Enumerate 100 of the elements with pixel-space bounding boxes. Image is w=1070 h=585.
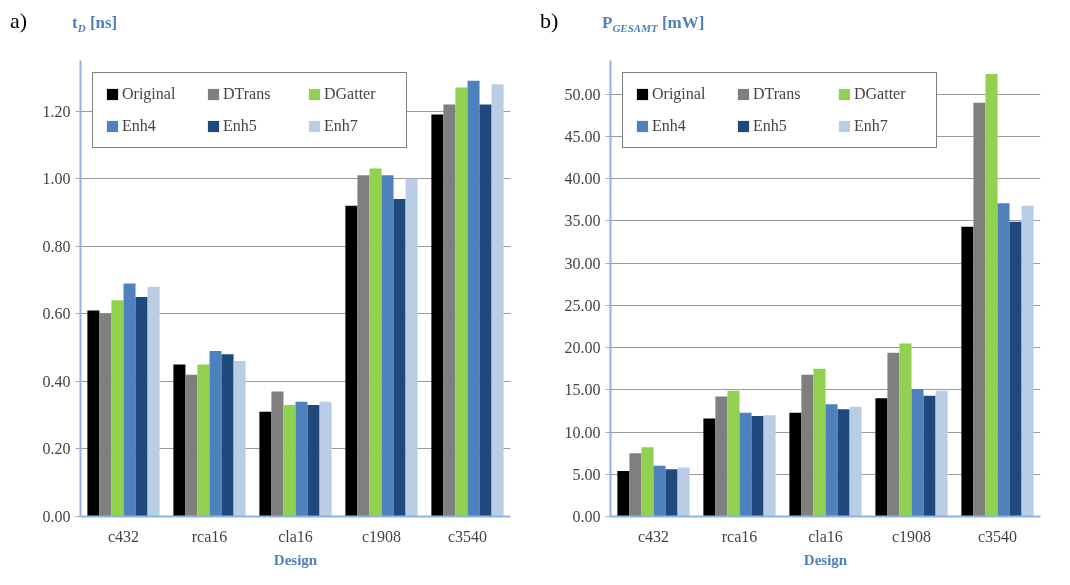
bar (899, 343, 912, 517)
legend-label: Enh4 (652, 117, 687, 135)
bar (911, 388, 924, 517)
bar (923, 395, 936, 517)
x-tick-label: rca16 (191, 527, 228, 545)
bar (185, 374, 198, 517)
y-axis-title: P$_{GESAMT}$ [mW] (602, 13, 705, 35)
y-tick-label: 1.00 (42, 170, 71, 188)
bar (173, 364, 186, 517)
y-tick-label: 0.60 (42, 305, 71, 323)
y-tick-label: 45.00 (564, 128, 601, 145)
y-tick-label: 40.00 (564, 170, 601, 188)
bar (641, 447, 654, 517)
bar (147, 286, 160, 517)
bar (887, 352, 900, 517)
y-axis-title: t$_{D}$ [ns] (72, 13, 118, 35)
legend-label: Original (652, 85, 707, 103)
chart-title: b) (540, 7, 560, 35)
bar (801, 374, 814, 517)
x-tick-label: cla16 (808, 527, 843, 545)
bar (727, 390, 740, 517)
legend-label: DGatter (854, 85, 907, 103)
y-tick-label: 0.00 (42, 508, 71, 525)
legend-label: DGatter (324, 85, 377, 103)
bar (985, 74, 998, 517)
bar (665, 469, 678, 517)
y-tick-label: 0.40 (42, 372, 71, 390)
bar (813, 368, 826, 517)
legend-label: Original (122, 85, 177, 103)
y-tick-label: 25.00 (564, 296, 601, 314)
bar (259, 411, 272, 517)
y-tick-label: 15.00 (564, 381, 601, 399)
x-axis-title: Design (803, 551, 848, 568)
legend-label: DTrans (753, 85, 802, 103)
bar (467, 80, 480, 517)
x-axis-title: Design (273, 551, 318, 568)
bar (491, 84, 504, 517)
bar (283, 405, 296, 517)
bar (1021, 205, 1034, 517)
y-tick-label: 0.20 (42, 440, 71, 458)
bar (935, 390, 948, 517)
bar (629, 453, 642, 517)
bar (997, 203, 1010, 517)
x-tick-label: c432 (107, 527, 140, 545)
bar (849, 406, 862, 517)
bar (961, 226, 974, 517)
bar (233, 361, 246, 517)
legend-label: Enh5 (753, 117, 788, 135)
y-tick-label: 35.00 (564, 212, 601, 230)
bar (825, 404, 838, 517)
bar (319, 401, 332, 517)
y-tick-label: 30.00 (564, 254, 601, 272)
legend-label: DTrans (223, 85, 272, 103)
x-tick-label: c3540 (977, 527, 1018, 545)
bar (271, 391, 284, 517)
bar (617, 470, 630, 517)
y-tick-label: 20.00 (564, 339, 601, 357)
x-tick-label: rca16 (721, 527, 758, 545)
bar (443, 104, 456, 517)
chart-title: a) (10, 7, 29, 35)
x-tick-label: cla16 (278, 527, 313, 545)
bar (357, 175, 370, 517)
legend-label: Enh4 (122, 117, 157, 135)
bar (307, 405, 320, 517)
bar (405, 178, 418, 517)
bar (123, 283, 136, 517)
bar (479, 104, 492, 517)
bar (677, 467, 690, 517)
y-tick-label: 0.80 (42, 237, 71, 255)
bar (295, 401, 308, 517)
legend-label: Enh5 (223, 117, 258, 135)
bar (345, 205, 358, 517)
bar (751, 416, 764, 517)
bar (87, 310, 100, 517)
bar (703, 418, 716, 517)
legend-label: Enh7 (324, 117, 359, 135)
bar (431, 114, 444, 517)
bar (739, 412, 752, 517)
bar (875, 398, 888, 517)
x-tick-label: c432 (637, 527, 670, 545)
legend-label: Enh7 (854, 117, 889, 135)
x-tick-label: c1908 (361, 527, 402, 545)
bar (455, 87, 468, 517)
bar (1009, 221, 1022, 517)
bar (789, 412, 802, 517)
y-tick-label: 5.00 (572, 465, 601, 483)
bar (111, 300, 124, 517)
y-tick-label: 10.00 (564, 423, 601, 441)
bar (763, 415, 776, 517)
bar (715, 396, 728, 517)
bar (197, 364, 210, 517)
bar (135, 296, 148, 517)
y-tick-label: 1.20 (42, 102, 71, 120)
bar (653, 465, 666, 517)
bar (837, 409, 850, 517)
bar (209, 350, 222, 517)
x-tick-label: c1908 (891, 527, 932, 545)
bar (393, 198, 406, 517)
y-tick-label: 0.00 (572, 508, 601, 525)
bar (973, 102, 986, 517)
